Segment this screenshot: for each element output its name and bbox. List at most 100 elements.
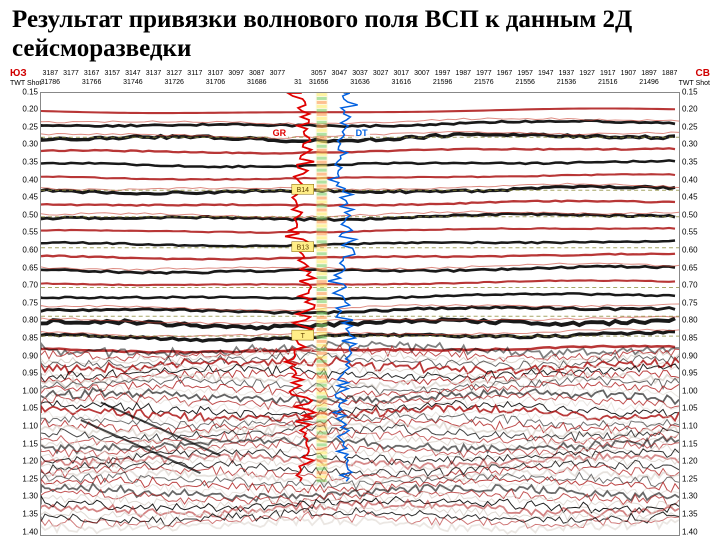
y-tick: 1.00 (8, 386, 38, 395)
y-tick: 0.85 (8, 333, 38, 342)
y-tick: 1.20 (682, 457, 712, 466)
x-tick-cdp: 3077 (270, 70, 286, 77)
y-tick: 0.75 (682, 298, 712, 307)
y-tick: 0.45 (682, 193, 712, 202)
direction-label-sw: ЮЗ (10, 68, 27, 79)
x-tick-cdp: 1997 (435, 70, 451, 77)
y-tick: 0.70 (682, 281, 712, 290)
seismic-panel: B14 B13 T GR DT (40, 92, 680, 536)
x-tick-shot: 31746 (123, 79, 142, 86)
seismic-section-chart: ЮЗ СВ TWT Shot TWT Shot 0.150.200.250.30… (8, 68, 712, 538)
gr-log-label: GR (271, 128, 289, 138)
x-tick-cdp: 3087 (249, 70, 265, 77)
y-tick: 0.60 (8, 245, 38, 254)
y-tick: 0.65 (682, 263, 712, 272)
y-tick: 0.80 (682, 316, 712, 325)
y-tick: 0.95 (682, 369, 712, 378)
axis-subheader-left: TWT Shot (10, 80, 41, 87)
y-tick: 0.55 (8, 228, 38, 237)
x-tick-cdp: 1967 (497, 70, 513, 77)
x-tick-shot: 31786 (41, 79, 60, 86)
x-tick-cdp: 3167 (84, 70, 100, 77)
x-tick-cdp: 1947 (538, 70, 554, 77)
well-derrick-icon (312, 92, 332, 93)
y-tick: 0.20 (682, 105, 712, 114)
y-tick: 0.25 (8, 122, 38, 131)
svg-text:T: T (301, 333, 306, 340)
x-tick-cdp: 3057 (311, 70, 327, 77)
y-tick: 1.40 (8, 527, 38, 536)
x-tick-shot: 21516 (598, 79, 617, 86)
direction-label-ne: СВ (696, 68, 710, 79)
x-tick-cdp: 1897 (641, 70, 657, 77)
y-tick: 0.25 (682, 122, 712, 131)
x-tick-cdp: 1917 (600, 70, 616, 77)
y-tick: 0.40 (8, 175, 38, 184)
svg-text:B13: B13 (297, 244, 310, 251)
y-tick: 0.90 (682, 351, 712, 360)
x-tick-cdp: 1987 (455, 70, 471, 77)
y-tick: 0.30 (682, 140, 712, 149)
y-tick: 1.15 (8, 439, 38, 448)
x-tick-cdp: 1977 (476, 70, 492, 77)
x-tick-cdp: 3117 (187, 70, 202, 77)
y-tick: 0.55 (682, 228, 712, 237)
y-tick: 1.25 (8, 474, 38, 483)
x-tick-shot: 21556 (515, 79, 534, 86)
x-tick-shot: 31706 (206, 79, 225, 86)
y-tick: 0.35 (8, 157, 38, 166)
x-tick-cdp: 1927 (579, 70, 595, 77)
y-tick: 1.00 (682, 386, 712, 395)
x-tick-cdp: 3187 (43, 70, 59, 77)
y-tick: 1.30 (682, 492, 712, 501)
x-tick-shot: 31636 (350, 79, 369, 86)
x-tick-cdp: 1907 (621, 70, 637, 77)
y-tick: 0.50 (8, 210, 38, 219)
y-axis-left: 0.150.200.250.300.350.400.450.500.550.60… (8, 92, 38, 532)
x-tick-shot: 31 (294, 79, 302, 86)
y-tick: 1.40 (682, 527, 712, 536)
x-tick-shot: 21596 (433, 79, 452, 86)
dt-log-label: DT (354, 128, 370, 138)
y-tick: 1.05 (8, 404, 38, 413)
x-tick-cdp: 1957 (517, 70, 533, 77)
x-tick-shot: 31616 (392, 79, 411, 86)
x-tick-cdp: 3037 (352, 70, 368, 77)
y-tick: 0.20 (8, 105, 38, 114)
x-tick-cdp: 3107 (208, 70, 224, 77)
y-tick: 1.35 (8, 509, 38, 518)
x-tick-cdp: 3047 (332, 70, 348, 77)
x-tick-cdp: 3137 (146, 70, 162, 77)
y-tick: 0.95 (8, 369, 38, 378)
y-tick: 1.15 (682, 439, 712, 448)
x-tick-shot: 31656 (309, 79, 328, 86)
y-tick: 1.05 (682, 404, 712, 413)
y-tick: 0.65 (8, 263, 38, 272)
x-tick-cdp: 3007 (414, 70, 430, 77)
x-tick-shot: 31686 (247, 79, 266, 86)
y-axis-right: 0.150.200.250.300.350.400.450.500.550.60… (682, 92, 712, 532)
x-tick-cdp: 3127 (166, 70, 182, 77)
y-tick: 0.45 (8, 193, 38, 202)
y-tick: 1.10 (8, 421, 38, 430)
y-tick: 0.40 (682, 175, 712, 184)
x-tick-cdp: 1887 (662, 70, 678, 77)
svg-text:B14: B14 (297, 187, 310, 194)
x-tick-shot: 21496 (639, 79, 658, 86)
x-tick-cdp: 1937 (559, 70, 575, 77)
y-tick: 0.15 (682, 87, 712, 96)
x-tick-cdp: 3157 (104, 70, 120, 77)
page-title: Результат привязки волнового поля ВСП к … (0, 0, 720, 68)
y-tick: 0.70 (8, 281, 38, 290)
y-tick: 0.75 (8, 298, 38, 307)
y-tick: 1.20 (8, 457, 38, 466)
x-tick-cdp: 3147 (125, 70, 141, 77)
y-tick: 0.90 (8, 351, 38, 360)
y-tick: 0.50 (682, 210, 712, 219)
y-tick: 0.85 (682, 333, 712, 342)
x-tick-shot: 21576 (474, 79, 493, 86)
x-tick-cdp: 3097 (228, 70, 244, 77)
y-tick: 1.10 (682, 421, 712, 430)
x-tick-shot: 31726 (164, 79, 183, 86)
seismic-svg: B14 B13 T (41, 93, 679, 535)
